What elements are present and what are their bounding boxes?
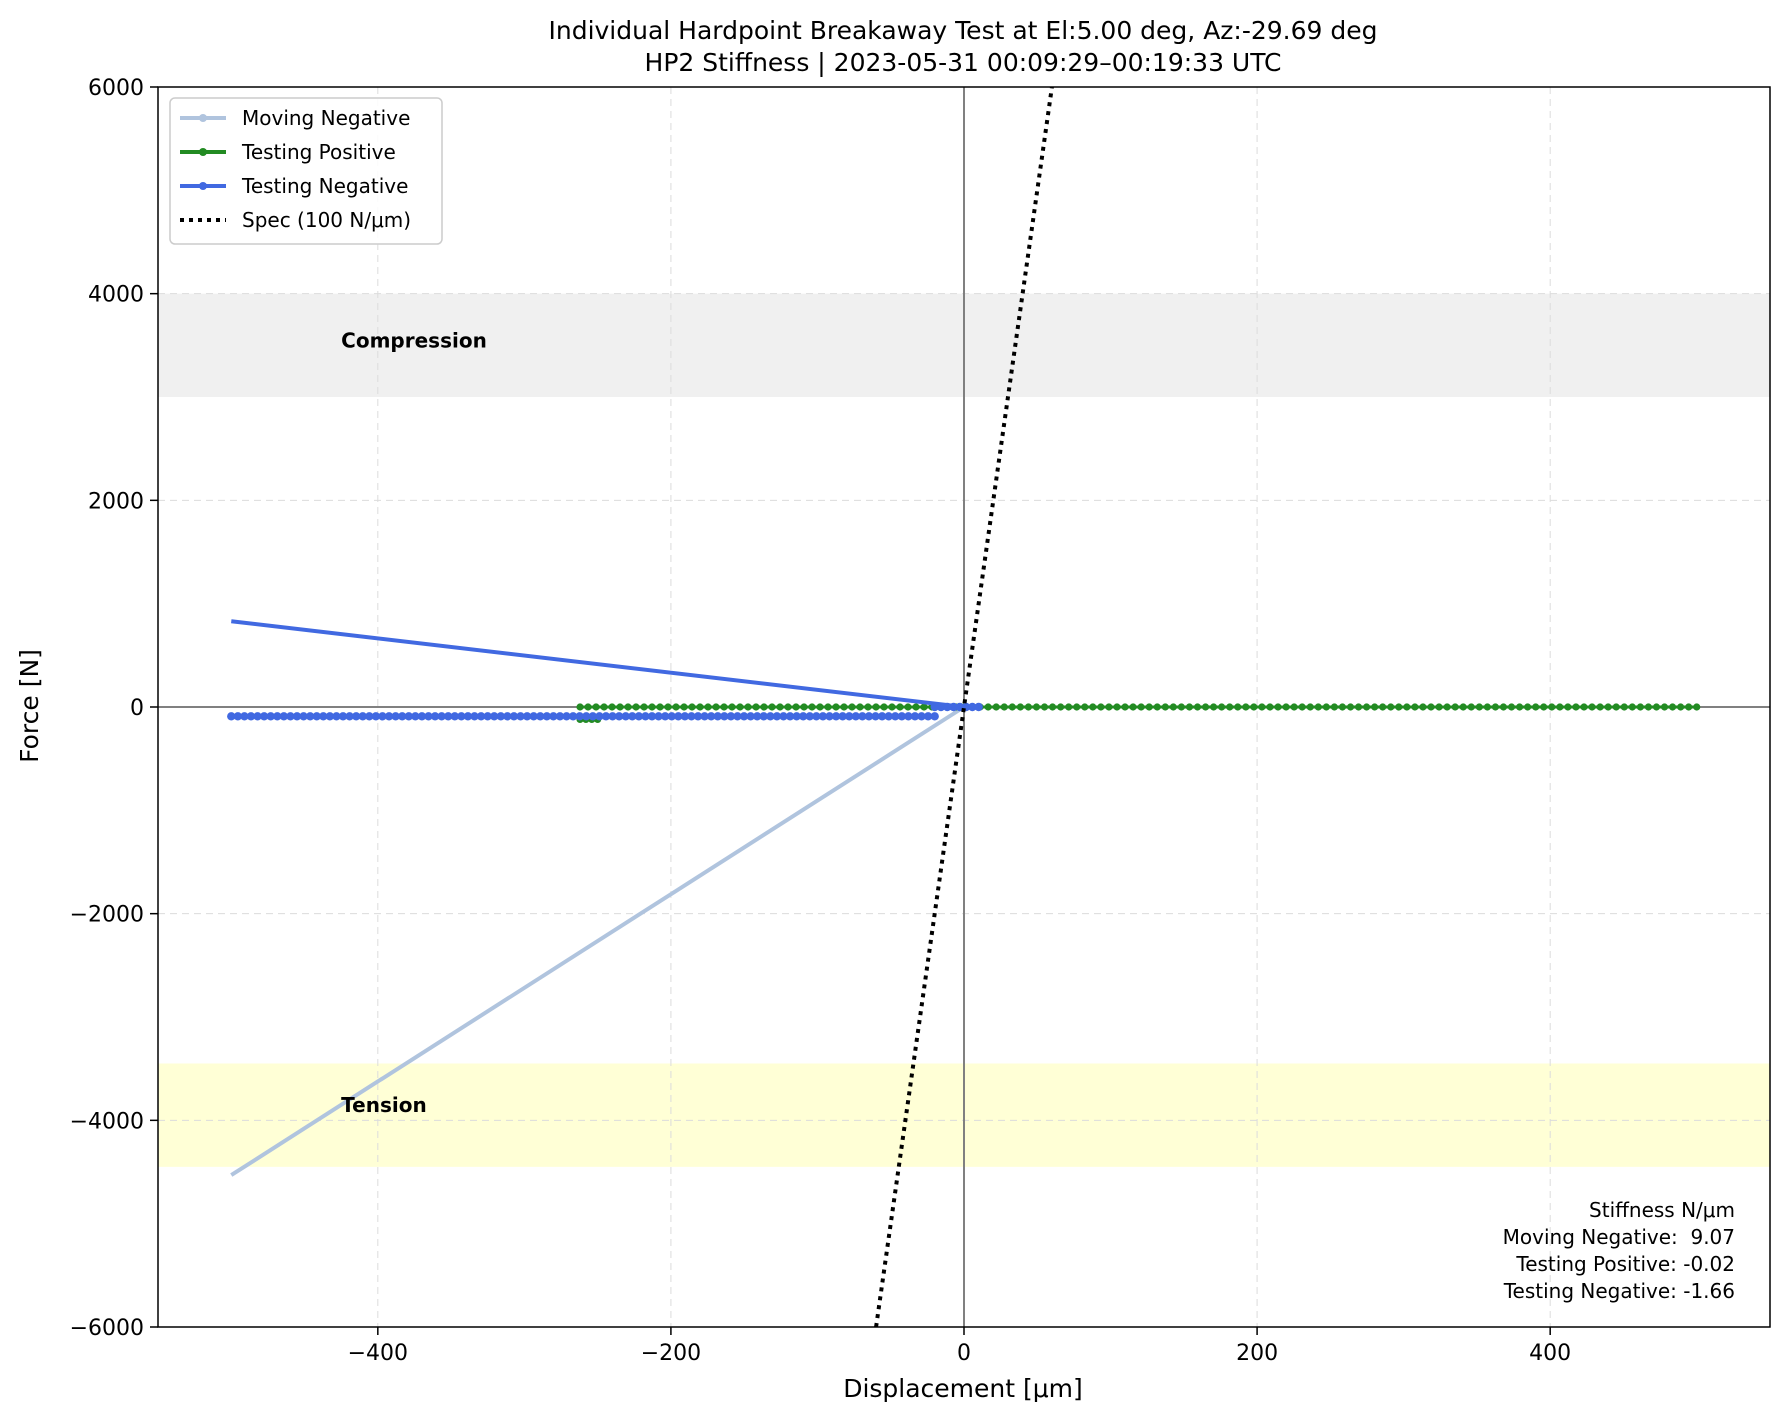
x-tick-label-1: −200: [641, 1341, 701, 1366]
y-tick-label-1: −4000: [70, 1109, 144, 1134]
y-axis-label: Force [N]: [15, 649, 44, 763]
y-tick-label-2: −2000: [70, 903, 144, 928]
legend-box: [169, 97, 443, 245]
testing-negative-line: [231, 619, 965, 709]
legend: Moving Negative Testing Positive Testing N…: [169, 97, 443, 245]
stats-line-0: Moving Negative: 9.07: [1503, 1225, 1735, 1249]
y-tick-label-5: 4000: [88, 283, 144, 308]
legend-marker-0: [199, 114, 207, 122]
legend-label-1: Testing Positive: [241, 140, 396, 164]
band-label-tension: Tension: [341, 1093, 427, 1117]
testing-positive-run-0: [576, 703, 968, 711]
band-label-compression: Compression: [341, 328, 487, 352]
x-tick-label-2: 0: [957, 1341, 971, 1366]
x-tick-label-3: 200: [1236, 1341, 1278, 1366]
plot-area: [227, 86, 1701, 1328]
x-axis-label: Displacement [μm]: [843, 1374, 1083, 1403]
y-tick-label-6: 6000: [88, 76, 144, 101]
band-labels: Compression Tension: [341, 328, 487, 1117]
legend-marker-1: [199, 148, 207, 156]
legend-label-3: Spec (100 N/μm): [242, 208, 411, 232]
stats-header: Stiffness N/μm: [1589, 1198, 1735, 1222]
y-tick-label-3: 0: [130, 696, 144, 721]
legend-marker-2: [199, 182, 207, 190]
x-tick-label-0: −400: [348, 1341, 408, 1366]
legend-label-0: Moving Negative: [242, 106, 410, 130]
spec-line: [874, 86, 1054, 1328]
y-tick-label-0: −6000: [70, 1316, 144, 1341]
x-tick-label-4: 400: [1529, 1341, 1571, 1366]
stiffness-stats: Stiffness N/μm Moving Negative: 9.07 Testi…: [1503, 1198, 1735, 1303]
y-axis-ticks: −6000 −4000 −2000 0 2000 4000 6000: [70, 76, 158, 1341]
testing-positive-run-1: [960, 703, 1701, 711]
stats-line-2: Testing Negative: -1.66: [1503, 1279, 1735, 1303]
stats-line-1: Testing Positive: -0.02: [1515, 1252, 1735, 1276]
x-axis-ticks: −400 −200 0 200 400: [348, 1327, 1571, 1366]
chart-subtitle: HP2 Stiffness | 2023-05-31 00:09:29–00:1…: [645, 48, 1282, 77]
moving-negative-line: [230, 705, 966, 1177]
testing-negative-run-0: [227, 712, 939, 721]
legend-label-2: Testing Negative: [241, 174, 408, 198]
chart-title: Individual Hardpoint Breakaway Test at E…: [548, 16, 1377, 45]
y-tick-label-4: 2000: [88, 489, 144, 514]
